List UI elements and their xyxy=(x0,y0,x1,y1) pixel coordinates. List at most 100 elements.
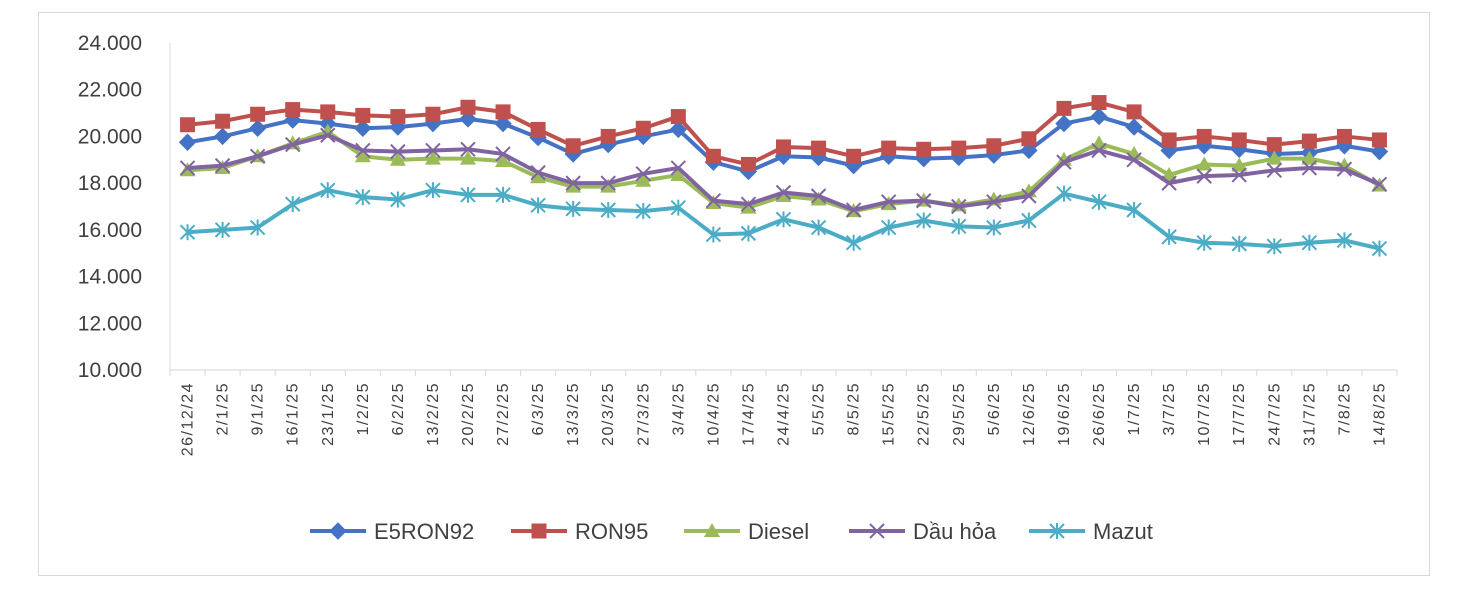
data-point xyxy=(775,184,792,201)
data-point xyxy=(740,225,757,242)
data-point xyxy=(565,175,581,191)
data-point xyxy=(1091,95,1107,111)
data-point xyxy=(424,150,441,165)
legend-label: RON95 xyxy=(575,519,648,544)
legend-item: E5RON92 xyxy=(310,519,474,544)
x-tick-label: 8/5/25 xyxy=(846,382,863,435)
x-tick-label: 10/4/25 xyxy=(705,382,722,446)
data-point xyxy=(179,160,196,176)
data-point xyxy=(565,138,581,154)
data-point xyxy=(494,114,512,133)
data-point xyxy=(1090,107,1108,126)
y-axis-tick-labels: 10.000 12.000 14.000 16.000 18.000 20.000 22.0… xyxy=(78,32,142,382)
data-point xyxy=(740,199,757,214)
data-point xyxy=(670,166,687,181)
x-tick-label: 3/4/25 xyxy=(670,382,687,435)
x-tick-label: 19/6/25 xyxy=(1056,382,1073,446)
data-point xyxy=(355,189,371,206)
y-tick-label: 10.000 xyxy=(78,359,142,382)
x-tick-label: 2/1/25 xyxy=(215,382,232,435)
x-tick-label: 23/1/25 xyxy=(320,382,337,446)
data-point xyxy=(951,218,967,235)
legend-item: RON95 xyxy=(511,519,648,544)
x-tick-label: 9/1/25 xyxy=(250,382,267,435)
data-point xyxy=(635,172,652,187)
data-point xyxy=(635,166,651,182)
data-point xyxy=(740,156,756,172)
legend-marker xyxy=(531,523,547,539)
x-tick-label: 5/5/25 xyxy=(811,382,828,435)
x-tick-label: 15/5/25 xyxy=(881,382,898,446)
data-point xyxy=(1196,168,1212,184)
data-point xyxy=(320,182,336,199)
data-point xyxy=(250,106,266,122)
legend-label: Dầu hỏa xyxy=(913,519,997,544)
legend-marker xyxy=(1049,523,1065,539)
data-point xyxy=(845,234,862,251)
data-point xyxy=(285,102,301,118)
data-point xyxy=(986,194,1002,210)
legend-item: Dầu hỏa xyxy=(849,519,997,544)
data-point xyxy=(986,219,1002,236)
data-point xyxy=(1371,240,1388,257)
x-tick-label: 7/8/25 xyxy=(1336,382,1353,435)
data-point xyxy=(916,141,932,157)
data-point xyxy=(179,224,196,241)
data-point xyxy=(670,199,687,216)
data-point xyxy=(320,104,336,120)
data-point xyxy=(530,169,547,184)
data-point xyxy=(669,120,688,139)
data-point xyxy=(213,127,232,146)
data-point xyxy=(249,148,266,164)
x-tick-label: 14/8/25 xyxy=(1371,382,1388,446)
data-point xyxy=(1370,142,1389,161)
data-point xyxy=(530,197,546,214)
legend-item: Mazut xyxy=(1029,519,1153,544)
legend-marker xyxy=(704,523,720,537)
y-tick-label: 18.000 xyxy=(78,172,142,195)
data-point xyxy=(1371,132,1387,148)
data-point xyxy=(1196,128,1212,144)
x-axis-tick-labels: 26/12/24 2/1/25 9/1/25 16/1/25 23/1/25 1/2/25… xyxy=(180,382,1389,456)
y-tick-label: 24.000 xyxy=(78,32,142,55)
data-point xyxy=(1125,118,1143,136)
data-point xyxy=(1161,175,1177,191)
x-tick-label: 27/2/25 xyxy=(495,382,512,446)
data-point xyxy=(495,152,512,167)
y-tick-label: 12.000 xyxy=(78,312,142,335)
data-point xyxy=(1301,160,1318,176)
legend-label: Mazut xyxy=(1093,519,1153,544)
data-point xyxy=(1231,132,1247,148)
data-point xyxy=(916,212,932,229)
data-point xyxy=(1336,128,1352,144)
data-point xyxy=(389,151,406,166)
x-tick-label: 6/3/25 xyxy=(530,382,547,435)
data-point xyxy=(1266,150,1283,165)
data-point xyxy=(565,178,582,193)
data-point xyxy=(600,202,616,219)
x-tick-label: 3/7/25 xyxy=(1161,382,1178,435)
data-point xyxy=(390,109,406,125)
series-1 xyxy=(180,95,1387,172)
data-point xyxy=(460,99,476,115)
data-point xyxy=(530,164,546,181)
data-point xyxy=(215,113,231,129)
data-point xyxy=(670,109,686,125)
data-point xyxy=(459,110,477,128)
legend: E5RON92 RON95 Diesel Dầu hỏa Mazut xyxy=(310,519,1153,544)
legend-marker xyxy=(869,523,885,539)
series-layer xyxy=(178,95,1389,257)
data-point xyxy=(284,196,301,213)
data-point xyxy=(600,175,616,191)
x-tick-label: 20/3/25 xyxy=(600,382,617,446)
data-point xyxy=(1301,234,1318,251)
data-point xyxy=(951,140,967,156)
data-point xyxy=(881,140,897,156)
x-tick-label: 27/3/25 xyxy=(635,382,652,446)
data-point xyxy=(1196,156,1213,171)
x-tick-label: 29/5/25 xyxy=(951,382,968,446)
data-point xyxy=(180,117,196,133)
chart-frame xyxy=(38,12,1430,576)
legend-label: Diesel xyxy=(748,519,809,544)
data-point xyxy=(845,202,862,218)
